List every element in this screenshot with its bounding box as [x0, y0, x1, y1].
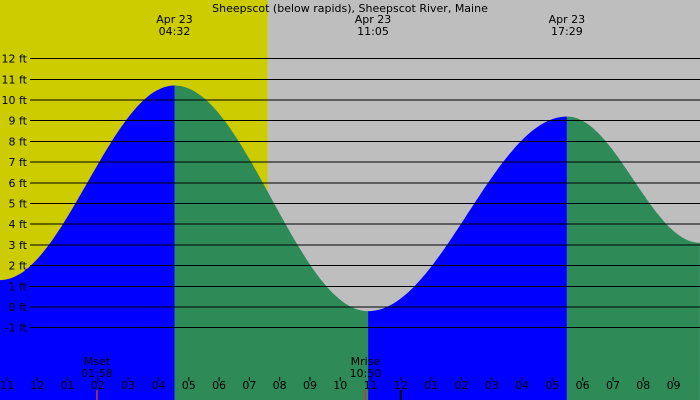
extremum-date-label: Apr 23 [355, 13, 392, 26]
y-tick-label: 5 ft [9, 198, 28, 211]
x-tick-label: 01 [61, 379, 75, 392]
x-tick-label: 05 [182, 379, 196, 392]
x-tick-label: 12 [394, 379, 408, 392]
x-tick-label: 04 [515, 379, 529, 392]
x-tick-label: 09 [303, 379, 317, 392]
y-tick-label: -1 ft [5, 322, 28, 335]
x-tick-label: 01 [424, 379, 438, 392]
extremum-date-label: Apr 23 [549, 13, 586, 26]
y-tick-label: 3 ft [9, 239, 28, 252]
y-tick-label: 2 ft [9, 260, 28, 273]
y-tick-label: 4 ft [9, 218, 28, 231]
extremum-time-label: 17:29 [551, 25, 583, 38]
x-tick-label: 02 [454, 379, 468, 392]
x-tick-label: 02 [91, 379, 105, 392]
chart-title: Sheepscot (below rapids), Sheepscot Rive… [212, 2, 488, 15]
x-tick-label: 10 [333, 379, 347, 392]
extremum-time-label: 11:05 [357, 25, 389, 38]
x-tick-label: 09 [667, 379, 681, 392]
y-tick-label: 12 ft [2, 53, 28, 66]
x-tick-label: 05 [545, 379, 559, 392]
y-tick-label: 8 ft [9, 135, 28, 148]
y-tick-label: 0 ft [9, 301, 28, 314]
x-tick-label: 11 [0, 379, 14, 392]
rising-tide-area [0, 85, 175, 400]
y-tick-label: 9 ft [9, 115, 28, 128]
x-tick-label: 11 [364, 379, 378, 392]
falling-tide-area [566, 116, 700, 400]
y-tick-label: 11 ft [2, 73, 28, 86]
x-tick-label: 08 [273, 379, 287, 392]
x-tick-label: 08 [636, 379, 650, 392]
moon-event-label: Mset [84, 355, 111, 368]
extremum-time-label: 04:32 [159, 25, 191, 38]
moon-event-time: 10:50 [350, 367, 382, 380]
rising-tide-area [368, 116, 567, 400]
moon-event-label: Mrise [351, 355, 381, 368]
x-tick-label: 12 [30, 379, 44, 392]
x-tick-label: 07 [242, 379, 256, 392]
x-tick-label: 03 [121, 379, 135, 392]
extremum-date-label: Apr 23 [156, 13, 193, 26]
y-tick-label: 1 ft [9, 280, 28, 293]
x-tick-label: 04 [151, 379, 165, 392]
moon-event-time: 01:58 [81, 367, 113, 380]
x-tick-label: 07 [606, 379, 620, 392]
x-tick-label: 03 [485, 379, 499, 392]
falling-tide-area [174, 85, 369, 400]
y-tick-label: 7 ft [9, 156, 28, 169]
x-tick-label: 06 [212, 379, 226, 392]
x-tick-label: 06 [576, 379, 590, 392]
y-tick-label: 10 ft [2, 94, 28, 107]
y-tick-label: 6 ft [9, 177, 28, 190]
